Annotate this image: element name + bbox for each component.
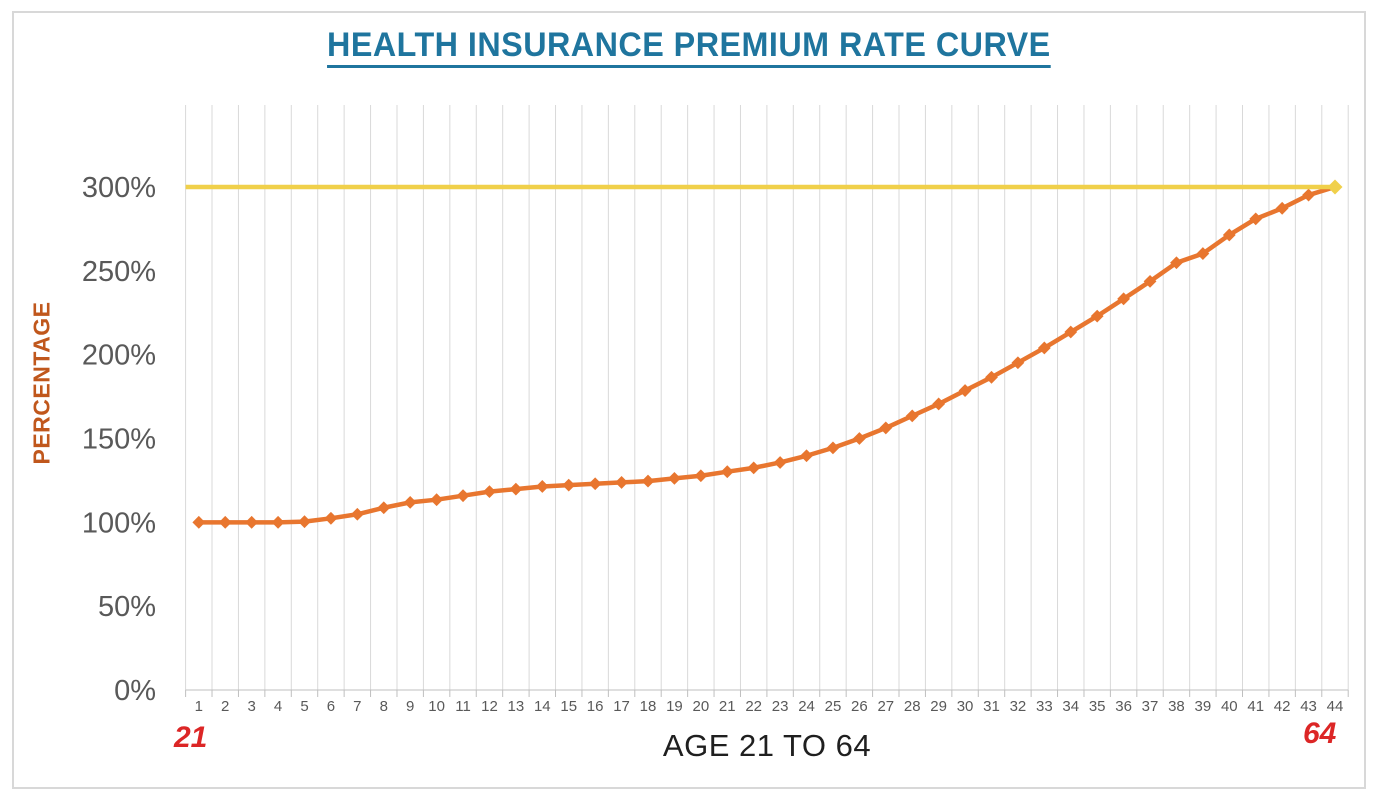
svg-text:200%: 200% xyxy=(82,340,156,372)
svg-text:4: 4 xyxy=(274,698,282,715)
svg-text:35: 35 xyxy=(1089,698,1106,715)
y-tick-labels: 0% 50% 100% 150% 200% 250% 300% xyxy=(82,172,156,707)
svg-text:18: 18 xyxy=(640,698,657,715)
chart-title-row: HEALTH INSURANCE PREMIUM RATE CURVE xyxy=(0,26,1378,65)
svg-text:37: 37 xyxy=(1142,698,1159,715)
svg-text:19: 19 xyxy=(666,698,683,715)
svg-text:13: 13 xyxy=(508,698,525,715)
svg-text:20: 20 xyxy=(692,698,709,715)
svg-text:50%: 50% xyxy=(98,591,156,623)
svg-text:21: 21 xyxy=(719,698,736,715)
svg-text:36: 36 xyxy=(1115,698,1132,715)
svg-text:33: 33 xyxy=(1036,698,1053,715)
svg-text:41: 41 xyxy=(1247,698,1264,715)
svg-text:12: 12 xyxy=(481,698,498,715)
annotation-age-64: 64 xyxy=(1303,717,1337,750)
svg-text:11: 11 xyxy=(455,698,471,715)
svg-text:32: 32 xyxy=(1010,698,1027,715)
svg-text:14: 14 xyxy=(534,698,551,715)
svg-text:9: 9 xyxy=(406,698,414,715)
svg-text:2: 2 xyxy=(221,698,229,715)
svg-text:42: 42 xyxy=(1274,698,1291,715)
x-axis-line xyxy=(185,689,1349,697)
svg-text:26: 26 xyxy=(851,698,868,715)
svg-text:30: 30 xyxy=(957,698,974,715)
svg-text:16: 16 xyxy=(587,698,604,715)
svg-text:250%: 250% xyxy=(82,256,156,288)
y-axis-title: PERCENTAGE xyxy=(28,301,55,465)
svg-text:31: 31 xyxy=(983,698,1000,715)
svg-text:27: 27 xyxy=(877,698,894,715)
annotation-age-21: 21 xyxy=(174,721,208,754)
svg-text:44: 44 xyxy=(1327,698,1344,715)
svg-text:43: 43 xyxy=(1300,698,1317,715)
gridlines xyxy=(185,105,1349,690)
svg-text:100%: 100% xyxy=(82,507,156,539)
cap-300-end-marker xyxy=(1327,179,1343,195)
svg-text:6: 6 xyxy=(327,698,335,715)
premium-rate-markers xyxy=(192,180,1342,529)
svg-text:28: 28 xyxy=(904,698,921,715)
chart-title: HEALTH INSURANCE PREMIUM RATE CURVE xyxy=(327,26,1051,64)
svg-text:7: 7 xyxy=(353,698,361,715)
x-tick-labels: 1 2 3 4 5 6 7 8 9 10 11 12 13 14 15 16 17 18 19 20 21 22 23 24 2… xyxy=(195,698,1344,715)
svg-text:150%: 150% xyxy=(82,424,156,456)
svg-text:3: 3 xyxy=(247,698,255,715)
svg-text:23: 23 xyxy=(772,698,789,715)
svg-text:0%: 0% xyxy=(114,675,156,707)
svg-text:8: 8 xyxy=(380,698,388,715)
svg-text:24: 24 xyxy=(798,698,815,715)
x-axis-title: AGE 21 TO 64 xyxy=(662,728,872,763)
svg-text:38: 38 xyxy=(1168,698,1185,715)
svg-text:15: 15 xyxy=(560,698,577,715)
svg-text:29: 29 xyxy=(930,698,947,715)
svg-text:39: 39 xyxy=(1195,698,1212,715)
svg-text:25: 25 xyxy=(825,698,842,715)
svg-text:22: 22 xyxy=(745,698,762,715)
svg-text:5: 5 xyxy=(300,698,308,715)
svg-text:300%: 300% xyxy=(82,172,156,204)
svg-text:1: 1 xyxy=(195,698,203,715)
svg-text:10: 10 xyxy=(428,698,445,715)
svg-text:40: 40 xyxy=(1221,698,1238,715)
svg-text:17: 17 xyxy=(613,698,630,715)
chart-border xyxy=(12,11,1366,789)
svg-text:34: 34 xyxy=(1062,698,1079,715)
